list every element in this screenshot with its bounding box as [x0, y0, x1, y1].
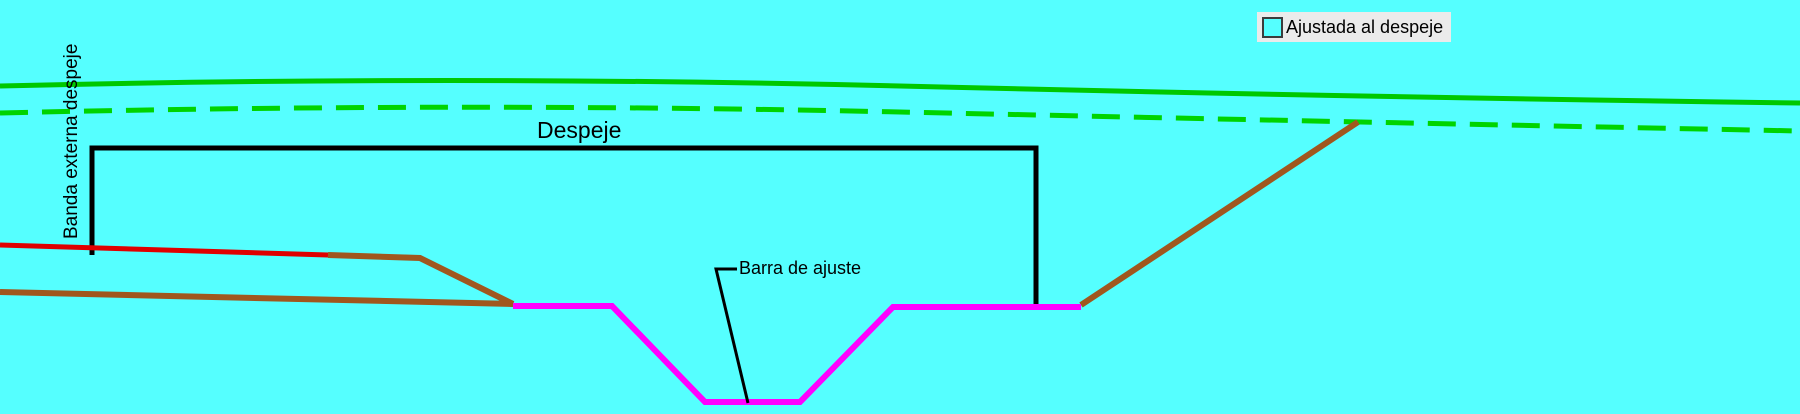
alignment-line-solid	[0, 78, 1800, 106]
banda-externa-despeje-label: Banda externa despeje	[61, 43, 82, 239]
alignment-line-dashed	[0, 104, 1800, 134]
legend-label: Ajustada al despeje	[1286, 16, 1444, 37]
barra-de-ajuste-label: Barra de ajuste	[739, 258, 862, 278]
red-section-line	[0, 242, 329, 258]
adjusted-ditch-line	[513, 303, 1081, 405]
despeje-dimension-line	[89, 145, 1039, 307]
barra-de-ajuste-leader-line	[714, 267, 750, 404]
legend-item-ajustada-al-despeje[interactable]: Ajustada al despeje	[1257, 12, 1452, 42]
despeje-label: Despeje	[537, 117, 622, 143]
legend-swatch	[1262, 16, 1283, 38]
brown-terrain-line	[0, 119, 1360, 308]
